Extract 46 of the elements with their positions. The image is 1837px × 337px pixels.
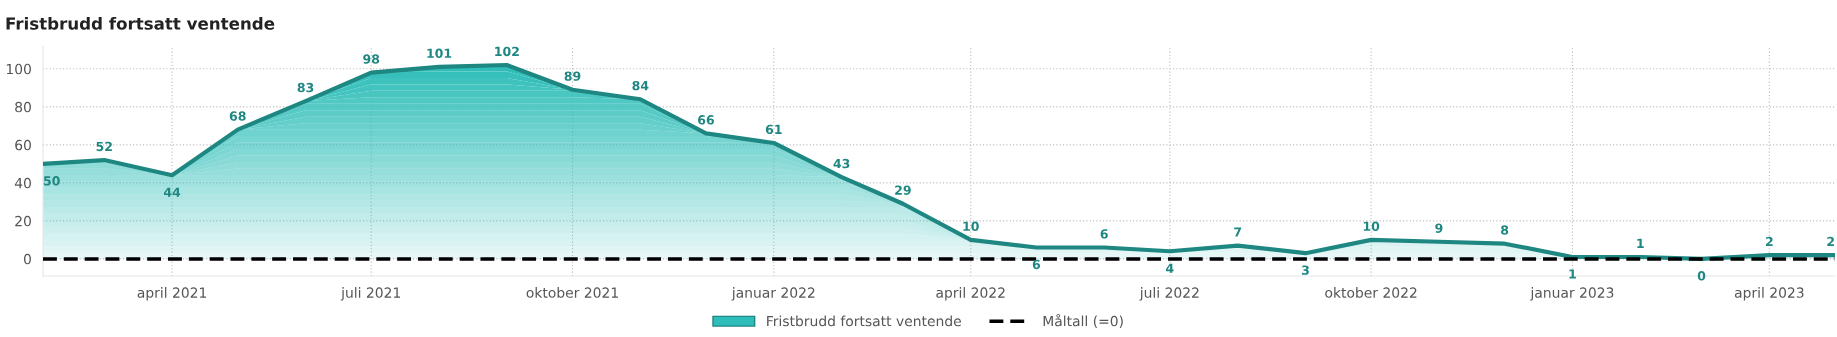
data-label: 0	[1697, 271, 1706, 281]
x-tick-label: april 2022	[936, 287, 1005, 301]
data-label: 2	[1827, 236, 1834, 247]
y-tick-label: 40	[14, 177, 31, 189]
data-label: 66	[698, 115, 714, 125]
data-label: 68	[229, 111, 246, 121]
y-tick-label: 100	[6, 63, 31, 75]
y-tick-label: 60	[15, 139, 31, 151]
data-label: 4	[1166, 263, 1174, 273]
data-label: 98	[363, 54, 380, 64]
x-tick-label: juli 2022	[1139, 287, 1199, 301]
data-label: 43	[833, 158, 850, 169]
data-label: 83	[297, 82, 314, 93]
x-tick-label: januar 2023	[1530, 287, 1614, 301]
data-label: 7	[1234, 227, 1242, 237]
data-label: 50	[43, 176, 60, 186]
data-label: 29	[895, 185, 911, 195]
y-tick-label: 20	[15, 215, 31, 227]
legend-label: Fristbrudd fortsatt ventende	[767, 315, 961, 327]
x-tick-label: januar 2022	[731, 287, 815, 301]
x-tick-label: april 2023	[1734, 287, 1804, 301]
data-label: 1	[1569, 269, 1576, 279]
x-tick-label: april 2021	[137, 287, 207, 301]
data-label: 84	[632, 80, 649, 91]
data-label: 9	[1435, 223, 1443, 233]
data-label: 89	[564, 71, 581, 81]
data-label: 8	[1501, 225, 1509, 235]
data-label: 2	[1766, 236, 1773, 247]
x-tick-label: oktober 2022	[1325, 287, 1417, 298]
data-label: 102	[495, 46, 519, 57]
x-tick-label: oktober 2021	[526, 287, 618, 298]
data-label: 3	[1301, 265, 1309, 275]
data-label: 44	[163, 187, 181, 197]
data-label: 1	[1637, 238, 1644, 248]
data-label: 101	[427, 48, 452, 59]
data-label: 61	[765, 124, 782, 135]
chart-title: Fristbrudd fortsatt ventende	[6, 16, 275, 30]
data-label: 6	[1032, 259, 1041, 270]
y-tick-label: 80	[15, 101, 31, 113]
data-label: 10	[1363, 221, 1380, 232]
data-label: 10	[963, 221, 979, 232]
legend-label: Måltall (=0)	[1043, 313, 1123, 328]
data-label: 52	[96, 141, 112, 152]
x-tick-label: juli 2021	[340, 287, 400, 301]
y-tick-label: 0	[23, 253, 31, 265]
data-label: 6	[1100, 229, 1108, 239]
